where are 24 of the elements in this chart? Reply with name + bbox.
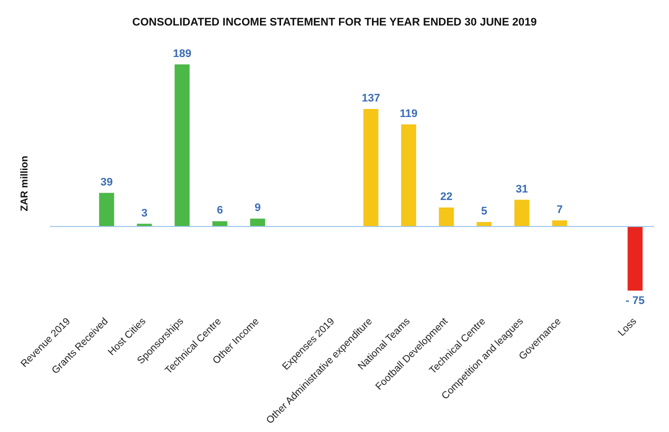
y-axis-title: ZAR million xyxy=(20,156,30,212)
data-label: 7 xyxy=(556,204,563,216)
bar xyxy=(250,218,266,226)
data-label: 6 xyxy=(216,204,223,217)
data-label: 189 xyxy=(172,48,192,60)
data-label: 3 xyxy=(141,207,148,220)
bar xyxy=(438,207,454,226)
data-label: 22 xyxy=(440,190,452,203)
bar xyxy=(99,192,114,226)
data-label: 9 xyxy=(254,202,261,214)
data-label: 39 xyxy=(100,176,113,188)
bar xyxy=(174,64,190,226)
bar xyxy=(552,220,568,226)
bar xyxy=(363,108,378,226)
bar xyxy=(401,124,416,226)
bar xyxy=(212,221,228,226)
data-label: 5 xyxy=(481,206,488,218)
data-label: 119 xyxy=(400,108,418,120)
chart-title: CONSOLIDATED INCOME STATEMENT FOR THE YEAR ENDED 30 JUNE 2019 xyxy=(132,16,537,28)
bar xyxy=(514,200,530,226)
data-label: 137 xyxy=(362,92,380,104)
data-label: 31 xyxy=(516,183,528,196)
data-label: - 75 xyxy=(626,295,645,308)
bar xyxy=(628,226,643,291)
